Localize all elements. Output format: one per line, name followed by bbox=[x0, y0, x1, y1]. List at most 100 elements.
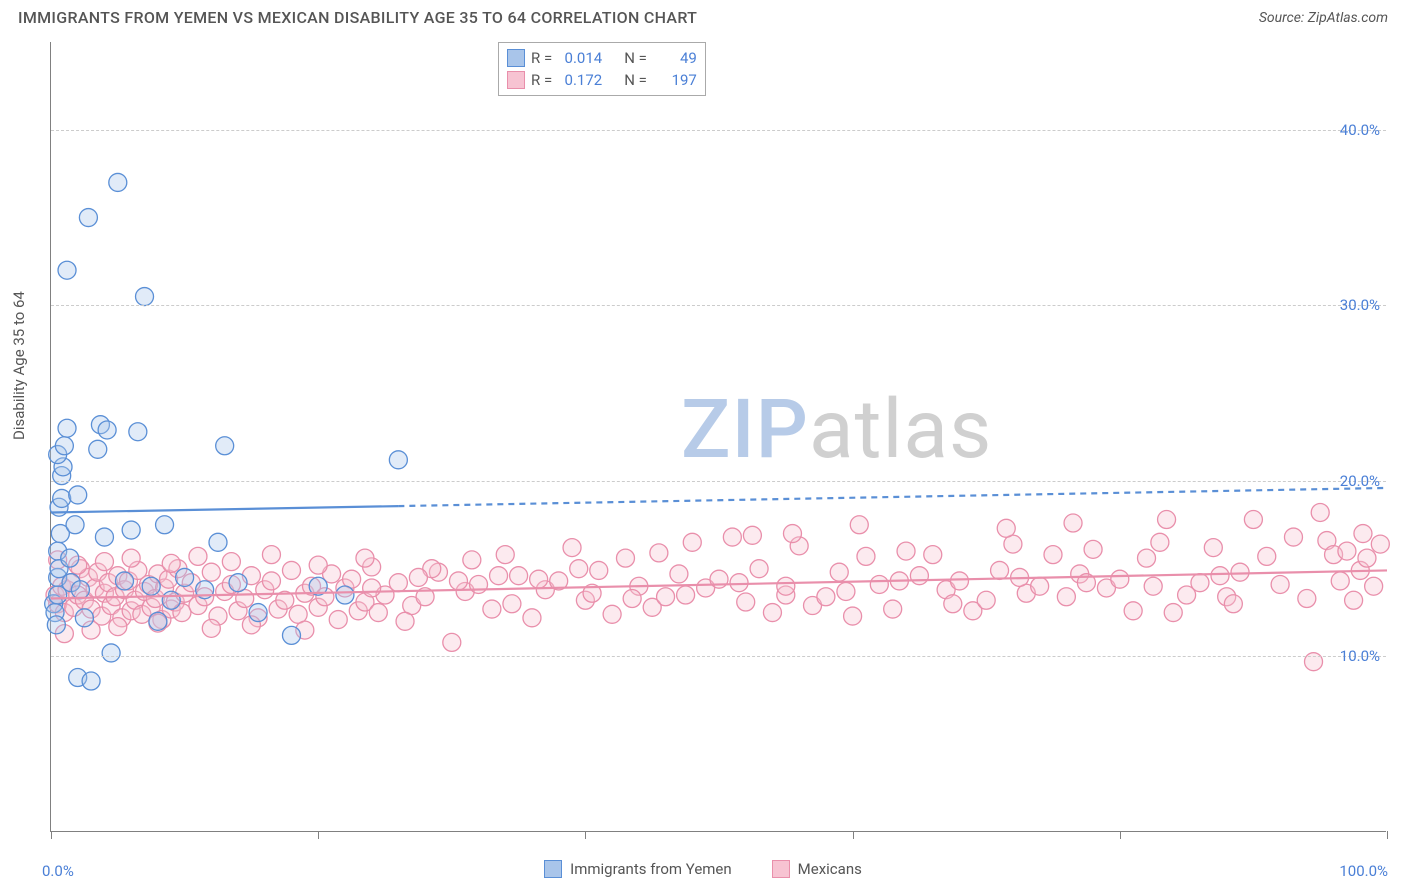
data-point bbox=[229, 574, 247, 592]
data-point bbox=[222, 553, 240, 571]
legend-swatch bbox=[544, 860, 562, 878]
data-point bbox=[89, 440, 107, 458]
data-point bbox=[670, 565, 688, 583]
data-point bbox=[763, 604, 781, 622]
data-point bbox=[202, 563, 220, 581]
data-point bbox=[683, 533, 701, 551]
x-tick bbox=[51, 831, 52, 839]
n-label: N = bbox=[624, 47, 647, 69]
data-point bbox=[924, 546, 942, 564]
n-value: 197 bbox=[653, 69, 697, 91]
data-point bbox=[58, 419, 76, 437]
data-point bbox=[282, 626, 300, 644]
data-point bbox=[743, 526, 761, 544]
x-min-label: 0.0% bbox=[42, 862, 74, 880]
data-point bbox=[1231, 563, 1249, 581]
data-point bbox=[309, 556, 327, 574]
data-point bbox=[1084, 540, 1102, 558]
data-point bbox=[844, 607, 862, 625]
data-point bbox=[944, 595, 962, 613]
chart-title: IMMIGRANTS FROM YEMEN VS MEXICAN DISABIL… bbox=[18, 8, 697, 27]
data-point bbox=[1064, 514, 1082, 532]
data-point bbox=[176, 568, 194, 586]
data-point bbox=[109, 173, 127, 191]
data-point bbox=[53, 489, 71, 507]
data-point bbox=[142, 577, 160, 595]
stats-row: R =0.172N =197 bbox=[507, 69, 697, 91]
data-point bbox=[1358, 549, 1376, 567]
data-point bbox=[777, 577, 795, 595]
y-tick-label: 30.0% bbox=[1340, 296, 1380, 314]
data-point bbox=[58, 261, 76, 279]
data-point bbox=[490, 567, 508, 585]
y-tick-label: 20.0% bbox=[1340, 472, 1380, 490]
data-point bbox=[997, 519, 1015, 537]
data-point bbox=[730, 574, 748, 592]
data-point bbox=[1191, 574, 1209, 592]
data-point bbox=[136, 288, 154, 306]
data-point bbox=[677, 586, 695, 604]
data-point bbox=[47, 616, 65, 634]
data-point bbox=[1211, 567, 1229, 585]
legend-swatch bbox=[507, 71, 525, 89]
data-point bbox=[950, 572, 968, 590]
data-point bbox=[1305, 653, 1323, 671]
data-point bbox=[850, 516, 868, 534]
data-point bbox=[156, 516, 174, 534]
data-point bbox=[69, 486, 87, 504]
legend-label: Mexicans bbox=[798, 860, 862, 878]
data-point bbox=[1144, 577, 1162, 595]
data-point bbox=[122, 549, 140, 567]
data-point bbox=[1371, 535, 1389, 553]
data-point bbox=[82, 672, 100, 690]
legend-item: Immigrants from Yemen bbox=[544, 860, 732, 878]
y-tick-label: 10.0% bbox=[1340, 647, 1380, 665]
data-point bbox=[61, 549, 79, 567]
data-point bbox=[837, 582, 855, 600]
r-label: R = bbox=[531, 47, 552, 69]
data-point bbox=[991, 561, 1009, 579]
data-point bbox=[162, 591, 180, 609]
data-point bbox=[1224, 595, 1242, 613]
bottom-legend: Immigrants from Yemen Mexicans bbox=[0, 860, 1406, 878]
data-point bbox=[657, 588, 675, 606]
r-label: R = bbox=[531, 69, 552, 91]
data-point bbox=[910, 567, 928, 585]
data-point bbox=[356, 549, 374, 567]
data-point bbox=[396, 612, 414, 630]
data-point bbox=[262, 572, 280, 590]
data-point bbox=[1158, 511, 1176, 529]
data-point bbox=[570, 560, 588, 578]
data-point bbox=[463, 551, 481, 569]
data-point bbox=[857, 547, 875, 565]
data-point bbox=[162, 554, 180, 572]
data-point bbox=[590, 561, 608, 579]
data-point bbox=[55, 437, 73, 455]
data-point bbox=[603, 605, 621, 623]
trend-line-dashed bbox=[398, 488, 1387, 506]
data-point bbox=[1164, 604, 1182, 622]
data-point bbox=[1354, 525, 1372, 543]
data-point bbox=[563, 539, 581, 557]
data-point bbox=[1111, 570, 1129, 588]
data-point bbox=[216, 437, 234, 455]
data-point bbox=[71, 581, 89, 599]
data-point bbox=[1258, 547, 1276, 565]
data-point bbox=[1298, 590, 1316, 608]
data-point bbox=[1057, 588, 1075, 606]
grid-line bbox=[51, 656, 1386, 657]
data-point bbox=[389, 574, 407, 592]
data-point bbox=[783, 525, 801, 543]
data-point bbox=[1138, 549, 1156, 567]
data-point bbox=[870, 575, 888, 593]
legend-swatch bbox=[507, 49, 525, 67]
legend-item: Mexicans bbox=[772, 860, 862, 878]
data-point bbox=[1311, 503, 1329, 521]
data-point bbox=[750, 560, 768, 578]
data-point bbox=[897, 542, 915, 560]
data-point bbox=[483, 600, 501, 618]
data-point bbox=[1284, 528, 1302, 546]
legend-swatch bbox=[772, 860, 790, 878]
x-tick bbox=[1120, 831, 1121, 839]
data-point bbox=[1271, 575, 1289, 593]
